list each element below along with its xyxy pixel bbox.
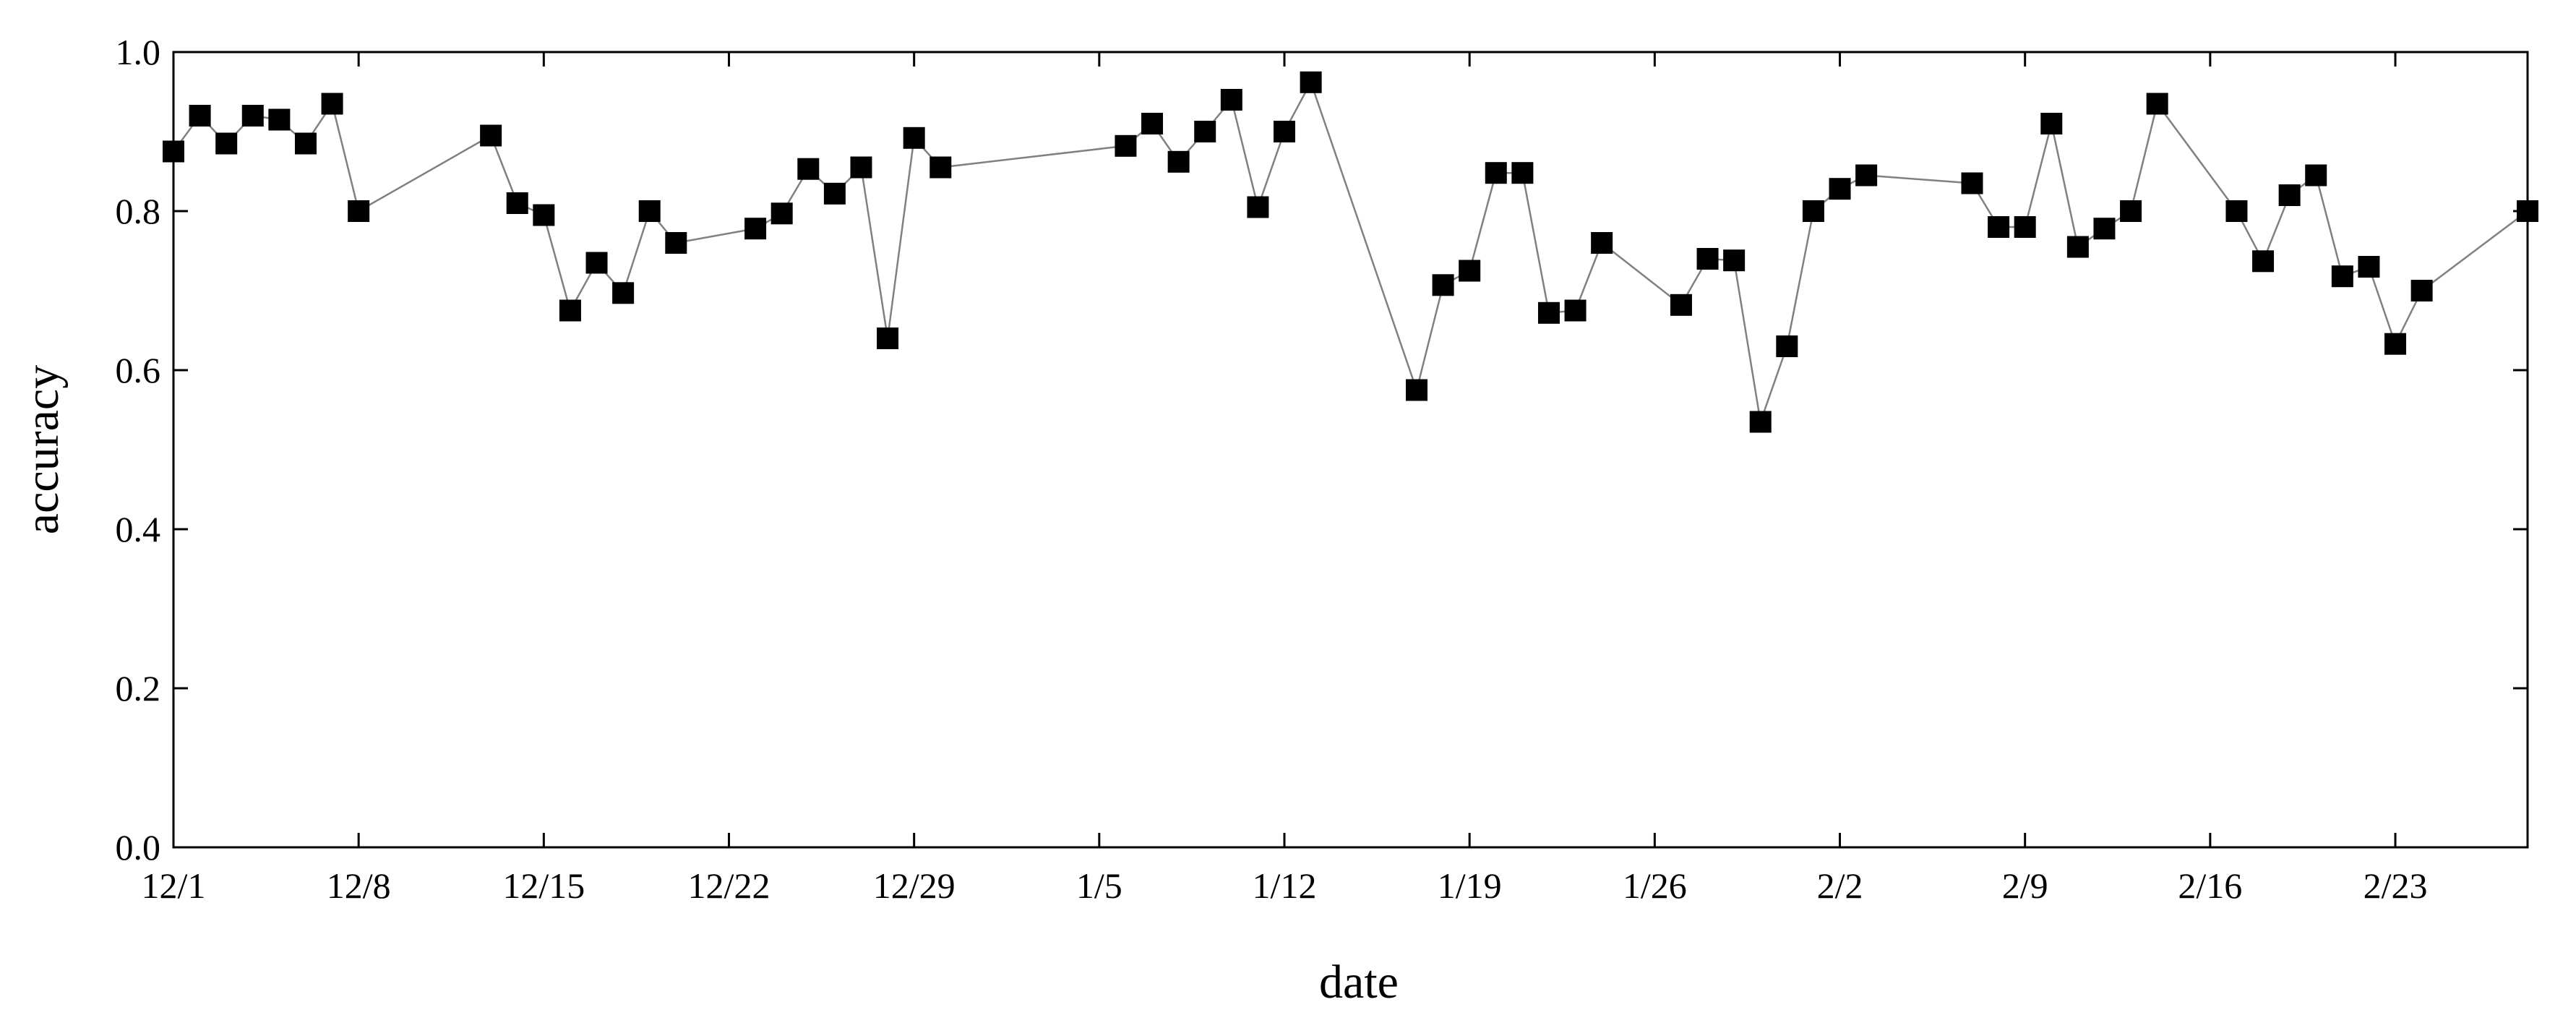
data-point xyxy=(1141,113,1164,134)
x-tick-label: 12/1 xyxy=(142,865,206,906)
data-point xyxy=(1220,89,1242,111)
data-point xyxy=(348,200,370,222)
data-point xyxy=(1194,121,1216,142)
data-point xyxy=(2146,93,2168,115)
data-point xyxy=(2225,200,2248,222)
data-point xyxy=(1537,301,1560,324)
x-tick-label: 1/5 xyxy=(1076,865,1122,906)
y-tick-label: 0.4 xyxy=(116,509,161,549)
data-point xyxy=(189,105,211,127)
data-point xyxy=(321,93,343,115)
series-line xyxy=(172,80,2528,422)
data-point xyxy=(1961,172,1983,194)
data-point xyxy=(1459,260,1481,282)
x-tick-label: 12/15 xyxy=(502,865,585,906)
data-point xyxy=(2358,256,2380,278)
y-tick-label: 0.0 xyxy=(116,827,161,868)
data-point xyxy=(585,252,608,274)
data-point xyxy=(2040,113,2063,134)
data-point xyxy=(1485,162,1507,184)
y-tick-label: 0.6 xyxy=(116,350,161,390)
data-point xyxy=(1829,178,1851,200)
data-point xyxy=(2331,265,2353,288)
plot-frame xyxy=(172,51,2529,849)
x-tick-label: 2/2 xyxy=(1817,865,1863,906)
x-tick-label: 2/23 xyxy=(2364,865,2428,906)
data-point xyxy=(797,158,820,180)
data-point xyxy=(2120,200,2142,222)
data-point xyxy=(1591,232,1613,254)
y-axis-title: accuracy xyxy=(16,365,69,534)
data-point xyxy=(2410,280,2433,301)
data-point xyxy=(1723,249,1746,272)
x-tick-label: 12/29 xyxy=(873,865,956,906)
data-point xyxy=(2252,250,2275,273)
data-point xyxy=(1749,411,1772,433)
data-point xyxy=(1247,196,1269,218)
data-point xyxy=(163,140,184,163)
x-tick-label: 1/19 xyxy=(1438,865,1502,906)
data-point xyxy=(1988,216,2010,238)
data-markers xyxy=(163,71,2538,433)
data-point xyxy=(665,232,687,254)
data-point xyxy=(294,132,317,155)
data-point xyxy=(744,218,767,240)
data-point xyxy=(1564,299,1587,322)
data-point xyxy=(1670,294,1692,316)
data-point xyxy=(1405,379,1427,401)
x-tick-label: 12/8 xyxy=(327,865,391,906)
x-tick-label: 1/26 xyxy=(1623,865,1687,906)
data-point xyxy=(559,299,581,322)
data-point xyxy=(2384,333,2407,355)
data-point xyxy=(877,328,899,349)
y-tick-label: 0.8 xyxy=(116,191,161,231)
data-point xyxy=(850,156,872,179)
data-point xyxy=(533,204,555,226)
x-tick-label: 12/22 xyxy=(688,865,770,906)
data-point xyxy=(1300,71,1322,93)
data-point xyxy=(268,108,291,131)
data-point xyxy=(1802,200,1824,222)
data-point xyxy=(1696,248,1719,270)
data-point xyxy=(638,200,661,222)
data-point xyxy=(215,132,238,155)
data-point xyxy=(770,202,793,225)
data-point xyxy=(903,127,925,149)
data-point xyxy=(2305,164,2327,187)
x-axis: 12/1 12/8 12/15 12/22 12/29 1/5 1/12 1/19 1/26 2/… xyxy=(142,52,2428,906)
data-point xyxy=(929,156,952,179)
data-point xyxy=(1432,274,1454,296)
x-axis-title: date xyxy=(1319,956,1399,1009)
data-point xyxy=(1511,162,1534,184)
data-point xyxy=(2014,216,2036,238)
data-point xyxy=(506,192,528,214)
data-point xyxy=(2278,184,2301,206)
x-tick-label: 1/12 xyxy=(1253,865,1317,906)
data-point xyxy=(1167,150,1190,173)
data-point xyxy=(1776,335,1798,357)
data-point xyxy=(612,282,635,304)
data-point xyxy=(1855,164,1878,187)
data-point xyxy=(2093,218,2116,240)
data-point xyxy=(2066,236,2089,258)
y-tick-label: 1.0 xyxy=(116,32,161,72)
x-tick-label: 2/16 xyxy=(2178,865,2242,906)
y-axis: 0.0 0.2 0.4 0.6 0.8 1.0 xyxy=(116,32,2528,868)
data-point xyxy=(480,124,502,147)
data-point xyxy=(241,105,264,127)
data-point xyxy=(1274,121,1296,142)
y-tick-label: 0.2 xyxy=(116,668,161,708)
x-tick-label: 2/9 xyxy=(2002,865,2048,906)
data-point xyxy=(823,182,846,205)
data-point xyxy=(2517,200,2538,222)
data-point xyxy=(1115,134,1137,157)
